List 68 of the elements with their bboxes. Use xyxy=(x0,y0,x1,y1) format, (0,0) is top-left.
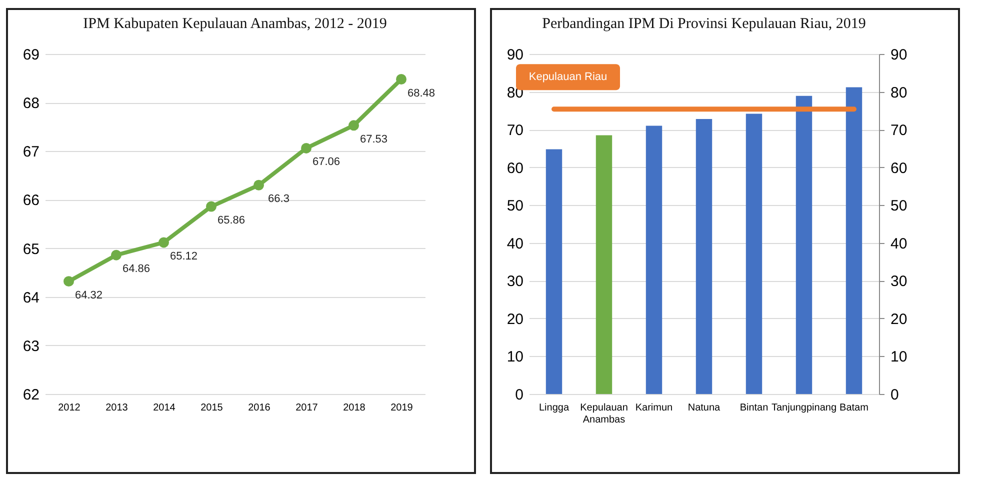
x-tick-label: Tanjungpinang xyxy=(771,402,837,414)
data-label: 65.86 xyxy=(217,214,246,227)
x-tick-label: Bintan xyxy=(740,402,768,414)
y2-tick-label: 80 xyxy=(890,84,908,102)
y-tick-label: 70 xyxy=(506,122,524,140)
point xyxy=(64,276,74,287)
bar xyxy=(846,87,862,394)
data-label: 67.06 xyxy=(312,156,340,168)
y-tick-label: 62 xyxy=(22,386,40,404)
y2-tick-label: 40 xyxy=(890,235,908,252)
bar xyxy=(796,96,812,394)
data-label: 68.48 xyxy=(407,87,436,100)
bar xyxy=(746,114,762,394)
x-tick-label: Lingga xyxy=(538,402,570,414)
point xyxy=(254,180,264,190)
data-label: 64.86 xyxy=(122,263,150,276)
y-tick-label: 65 xyxy=(22,240,40,258)
y2-tick-label: 50 xyxy=(890,198,908,215)
y-tick-label: 60 xyxy=(506,160,524,177)
x-tick-label: Kepulauan Anambas xyxy=(580,402,628,426)
y2-tick-label: 30 xyxy=(890,273,908,290)
chart-title: Perbandingan IPM Di Provinsi Kepulauan Riau, 2019 xyxy=(542,16,866,32)
x-tick-label: 2015 xyxy=(200,402,224,414)
y2-tick-label: 0 xyxy=(890,386,899,404)
point xyxy=(348,120,359,131)
point xyxy=(111,250,122,260)
data-label: 66.3 xyxy=(268,193,290,206)
data-label: 67.53 xyxy=(360,133,388,146)
y2-tick-label: 60 xyxy=(890,160,908,177)
point xyxy=(301,142,312,154)
y-tick-label: 40 xyxy=(506,235,524,252)
y-tick-label: 64 xyxy=(22,289,40,306)
y2-tick-label: 70 xyxy=(890,122,908,140)
point xyxy=(158,237,169,248)
x-tick-label: Batam xyxy=(840,402,868,414)
x-tick-label: 2018 xyxy=(343,402,366,414)
y-tick-label: 90 xyxy=(506,46,524,64)
data-label: 65.12 xyxy=(170,250,198,262)
y-tick-label: 68 xyxy=(22,95,40,112)
point xyxy=(396,74,406,84)
y-tick-label: 66 xyxy=(22,192,40,210)
bar xyxy=(646,126,662,394)
x-tick-label: Karimun xyxy=(635,402,673,414)
y-tick-label: 69 xyxy=(22,46,40,64)
y2-tick-label: 90 xyxy=(890,46,908,64)
x-tick-label: 2014 xyxy=(153,402,176,414)
y-tick-label: 10 xyxy=(506,348,524,366)
bar xyxy=(596,135,612,394)
y-tick-label: 20 xyxy=(506,310,524,328)
y-tick-label: 30 xyxy=(506,273,524,290)
x-tick-label: 2012 xyxy=(58,402,81,414)
data-label: 64.32 xyxy=(74,289,103,302)
y-tick-label: 50 xyxy=(506,198,524,215)
ref-line-label: Kepulauan Riau xyxy=(528,71,608,84)
x-tick-label: Natuna xyxy=(688,402,721,414)
x-tick-label: 2013 xyxy=(106,402,128,414)
x-tick-label: 2016 xyxy=(248,402,271,414)
chart-title: IPM Kabupaten Kepulauan Anambas, 2012 - 2019 xyxy=(83,16,387,32)
y2-tick-label: 20 xyxy=(890,310,908,328)
y2-tick-label: 10 xyxy=(890,348,908,366)
y-tick-label: 67 xyxy=(22,144,40,161)
x-tick-label: 2019 xyxy=(390,402,414,414)
bar xyxy=(546,149,562,394)
bar xyxy=(696,118,712,394)
x-tick-label: 2017 xyxy=(296,402,318,414)
y-tick-label: 63 xyxy=(22,338,40,355)
y-tick-label: 0 xyxy=(515,386,524,404)
point xyxy=(206,201,216,212)
